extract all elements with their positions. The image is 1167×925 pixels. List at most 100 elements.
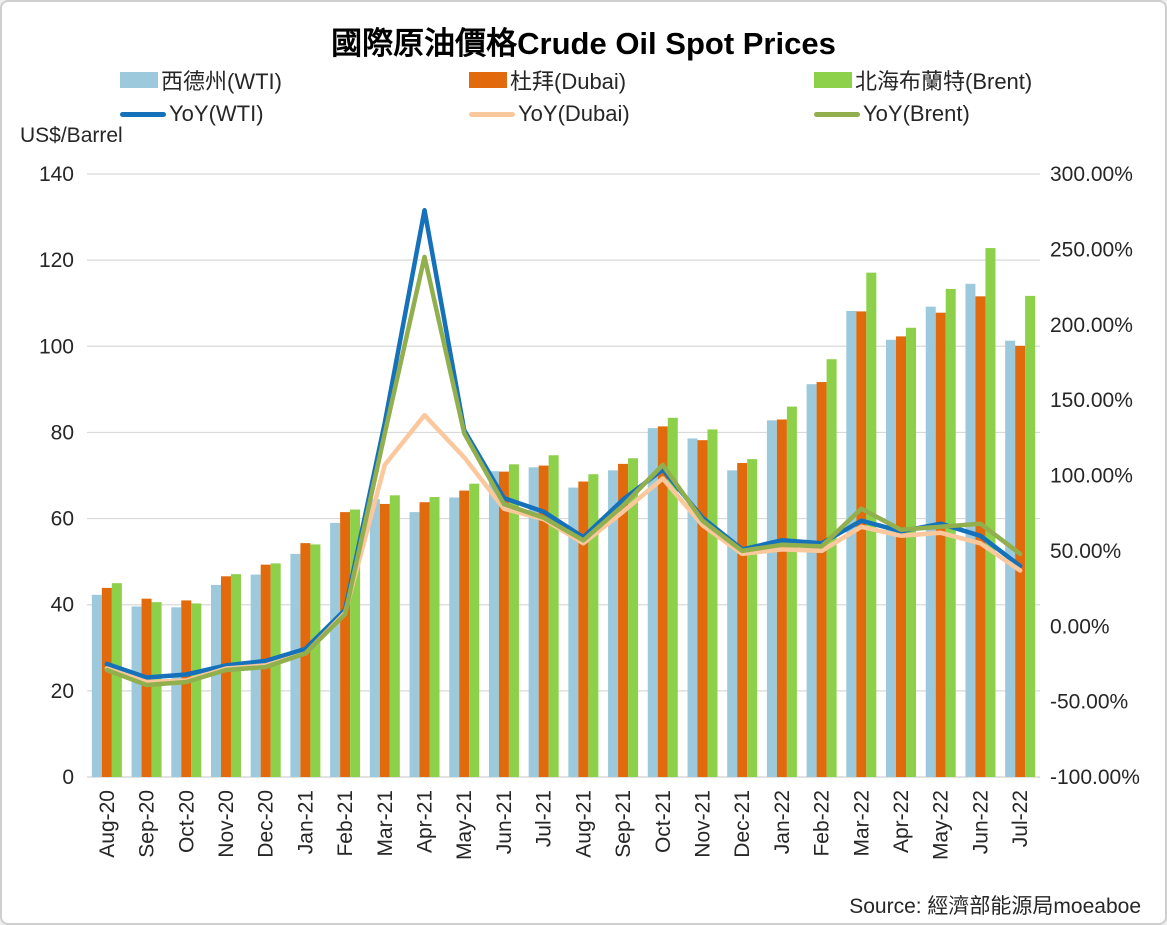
bar-杜拜(Dubai)-Jul-21: [538, 465, 549, 777]
right-tick-100.00%: 100.00%: [1050, 465, 1133, 488]
bar-西德州(WTI)-Dec-20: [250, 574, 261, 777]
bar-杜拜(Dubai)-Jan-22: [776, 419, 787, 777]
bar-西德州(WTI)-Mar-22: [846, 310, 857, 777]
bar-西德州(WTI)-May-22: [925, 306, 936, 777]
left-tick-80: 80: [51, 421, 74, 444]
bar-西德州(WTI)-Sep-21: [608, 470, 619, 777]
legend-swatch-北海布蘭特(Brent): [814, 72, 852, 88]
legend-label: 北海布蘭特(Brent): [855, 69, 1033, 94]
bar-杜拜(Dubai)-Nov-21: [697, 440, 708, 777]
bar-北海布蘭特(Brent)-Feb-22: [826, 359, 837, 777]
bar-北海布蘭特(Brent)-May-22: [945, 289, 956, 777]
line-YoY(Brent): [104, 254, 1023, 688]
bar-西德州(WTI)-Jan-21: [290, 553, 301, 777]
bar-西德州(WTI)-Sep-20: [131, 606, 142, 777]
left-axis-unit-label: US$/Barrel: [20, 124, 123, 147]
bar-杜拜(Dubai)-Jul-22: [1015, 345, 1026, 777]
bar-北海布蘭特(Brent)-Apr-21: [429, 497, 440, 777]
bar-杜拜(Dubai)-Apr-22: [896, 336, 907, 777]
bar-西德州(WTI)-Jun-21: [488, 471, 499, 777]
x-label-Jul-21: Jul-21: [533, 790, 556, 847]
x-label-Aug-21: Aug-21: [572, 790, 595, 858]
bar-北海布蘭特(Brent)-Apr-22: [906, 327, 917, 777]
bar-北海布蘭特(Brent)-May-21: [469, 483, 480, 777]
x-label-May-22: May-22: [930, 790, 953, 860]
bar-西德州(WTI)-Feb-21: [330, 522, 341, 777]
legend-swatch-YoY(WTI): [120, 111, 166, 117]
bar-西德州(WTI)-Nov-20: [210, 584, 221, 777]
bar-北海布蘭特(Brent)-Dec-21: [747, 459, 758, 777]
bar-西德州(WTI)-Jan-22: [766, 420, 777, 777]
legend-label: YoY(Brent): [863, 101, 970, 126]
bar-北海布蘭特(Brent)-Mar-21: [389, 495, 400, 777]
bar-西德州(WTI)-Oct-20: [171, 607, 182, 777]
bar-北海布蘭特(Brent)-Jan-22: [786, 406, 797, 777]
bar-西德州(WTI)-May-21: [449, 497, 460, 777]
bar-西德州(WTI)-Jul-21: [528, 467, 539, 777]
x-label-Aug-20: Aug-20: [96, 790, 119, 858]
bar-杜拜(Dubai)-Oct-21: [657, 426, 668, 777]
x-label-Oct-20: Oct-20: [175, 790, 198, 853]
legend-label: 西德州(WTI): [161, 69, 282, 94]
bar-北海布蘭特(Brent)-Nov-21: [707, 429, 718, 777]
x-label-Jan-22: Jan-22: [771, 790, 794, 854]
legend-swatch-杜拜(Dubai): [469, 72, 507, 88]
bar-杜拜(Dubai)-Mar-22: [856, 311, 867, 777]
x-label-Jun-21: Jun-21: [493, 790, 516, 854]
bar-杜拜(Dubai)-Dec-20: [260, 564, 271, 777]
x-label-Dec-21: Dec-21: [731, 790, 754, 858]
bar-北海布蘭特(Brent)-Sep-21: [628, 458, 639, 777]
bar-北海布蘭特(Brent)-Aug-20: [111, 583, 122, 777]
legend-item-西德州(WTI): 西德州(WTI): [120, 64, 282, 96]
right-tick--50.00%: -50.00%: [1050, 691, 1128, 714]
legend-item-北海布蘭特(Brent): 北海布蘭特(Brent): [814, 64, 1032, 96]
bar-西德州(WTI)-Mar-21: [369, 499, 380, 777]
chart-title: 國際原油價格Crude Oil Spot Prices: [331, 26, 836, 61]
legend-item-YoY(Dubai): YoY(Dubai): [469, 101, 630, 127]
left-tick-100: 100: [39, 335, 74, 358]
x-label-Jan-21: Jan-21: [294, 790, 317, 854]
bar-杜拜(Dubai)-Feb-21: [340, 512, 351, 777]
line-YoY(WTI): [104, 207, 1023, 680]
x-label-Nov-21: Nov-21: [691, 790, 714, 858]
bar-杜拜(Dubai)-Sep-20: [141, 598, 152, 777]
bar-北海布蘭特(Brent)-Feb-21: [350, 509, 361, 777]
x-label-Dec-20: Dec-20: [255, 790, 278, 858]
right-tick--100.00%: -100.00%: [1050, 766, 1140, 789]
bar-杜拜(Dubai)-Sep-21: [618, 463, 629, 777]
legend-swatch-YoY(Brent): [814, 111, 860, 117]
bar-杜拜(Dubai)-May-22: [935, 312, 946, 777]
bar-杜拜(Dubai)-Jan-21: [300, 543, 311, 777]
bar-杜拜(Dubai)-Aug-21: [578, 481, 589, 777]
bar-西德州(WTI)-Nov-21: [687, 438, 698, 777]
x-label-Feb-21: Feb-21: [334, 790, 357, 857]
right-tick-200.00%: 200.00%: [1050, 314, 1133, 337]
bar-杜拜(Dubai)-Oct-20: [181, 600, 192, 777]
bar-西德州(WTI)-Oct-21: [647, 428, 658, 777]
legend-item-YoY(WTI): YoY(WTI): [120, 101, 264, 127]
legend-item-杜拜(Dubai): 杜拜(Dubai): [469, 64, 626, 96]
bar-北海布蘭特(Brent)-Jul-21: [548, 455, 559, 777]
left-tick-20: 20: [51, 680, 74, 703]
x-label-Feb-22: Feb-22: [811, 790, 834, 857]
bar-西德州(WTI)-Apr-22: [886, 339, 897, 777]
legend-swatch-YoY(Dubai): [469, 111, 515, 117]
right-tick-0.00%: 0.00%: [1050, 615, 1110, 638]
bar-西德州(WTI)-Feb-22: [806, 384, 817, 777]
bar-北海布蘭特(Brent)-Jan-21: [310, 544, 321, 777]
legend-item-YoY(Brent): YoY(Brent): [814, 101, 970, 127]
source-note: Source: 經濟部能源局moeaboe: [849, 895, 1141, 918]
right-tick-150.00%: 150.00%: [1050, 389, 1133, 412]
x-label-Apr-21: Apr-21: [414, 790, 437, 853]
bar-北海布蘭特(Brent)-Jun-22: [985, 248, 996, 777]
x-label-Nov-20: Nov-20: [215, 790, 238, 858]
bar-杜拜(Dubai)-Nov-20: [220, 576, 231, 777]
legend-swatch-西德州(WTI): [120, 72, 158, 88]
legend-label: YoY(WTI): [169, 101, 264, 126]
bar-杜拜(Dubai)-Dec-21: [737, 463, 748, 777]
bar-北海布蘭特(Brent)-Dec-20: [270, 563, 281, 777]
bar-北海布蘭特(Brent)-Oct-20: [191, 603, 202, 777]
bar-西德州(WTI)-Dec-21: [727, 470, 738, 777]
